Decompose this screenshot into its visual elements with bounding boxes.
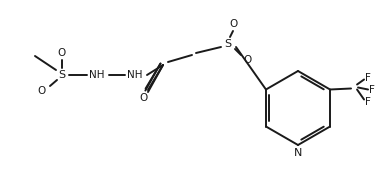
Text: O: O xyxy=(38,86,46,96)
Text: NH: NH xyxy=(127,70,143,80)
Text: S: S xyxy=(58,70,66,80)
Text: O: O xyxy=(244,55,252,65)
Text: F: F xyxy=(369,85,375,95)
Text: S: S xyxy=(224,39,232,49)
Text: O: O xyxy=(229,19,237,29)
Text: NH: NH xyxy=(89,70,105,80)
Text: O: O xyxy=(58,48,66,58)
Text: O: O xyxy=(140,93,148,103)
Text: F: F xyxy=(365,73,371,83)
Text: F: F xyxy=(365,97,371,107)
Text: N: N xyxy=(294,148,302,158)
